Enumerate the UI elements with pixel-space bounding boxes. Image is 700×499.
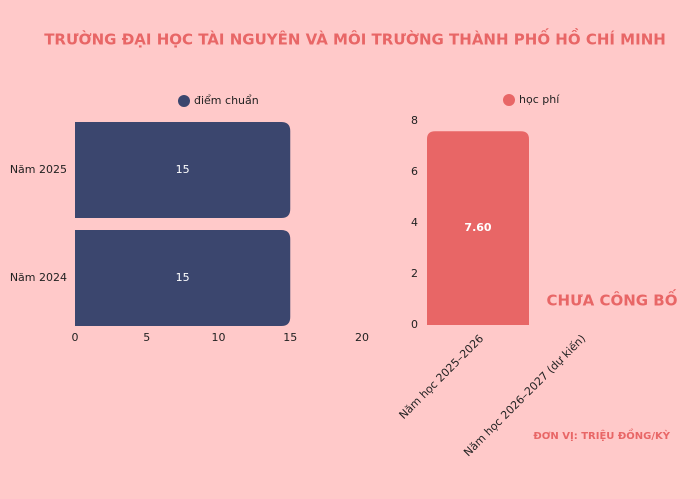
legend-swatch	[503, 94, 515, 106]
y-tick-label: 6	[411, 165, 418, 178]
y-tick-label: 2	[411, 267, 418, 280]
annotation: CHƯA CÔNG BỐ	[547, 289, 678, 310]
legend-label: học phí	[519, 93, 560, 106]
x-tick-label: 0	[72, 331, 79, 344]
y-tick-label: 8	[411, 114, 418, 127]
value-label: 15	[176, 163, 190, 176]
y-tick-label: Năm 2025	[10, 163, 67, 176]
bar	[427, 131, 529, 325]
bar	[75, 122, 291, 218]
x-tick-label: 5	[143, 331, 150, 344]
legend-label: điểm chuẩn	[194, 94, 259, 107]
page-title: TRƯỜNG ĐẠI HỌC TÀI NGUYÊN VÀ MÔI TRƯỜNG …	[44, 27, 666, 49]
bar	[75, 230, 291, 326]
legend-swatch	[178, 95, 190, 107]
value-label: 7.60	[464, 221, 491, 234]
x-tick-label: 10	[212, 331, 226, 344]
value-label: 15	[176, 271, 190, 284]
y-tick-label: 0	[411, 318, 418, 331]
y-tick-label: 4	[411, 216, 418, 229]
x-tick-label: 15	[283, 331, 297, 344]
annotation: ĐƠN VỊ: TRIỆU ĐỒNG/KỲ	[533, 427, 670, 442]
y-tick-label: Năm 2024	[10, 271, 67, 284]
x-tick-label: 20	[355, 331, 369, 344]
